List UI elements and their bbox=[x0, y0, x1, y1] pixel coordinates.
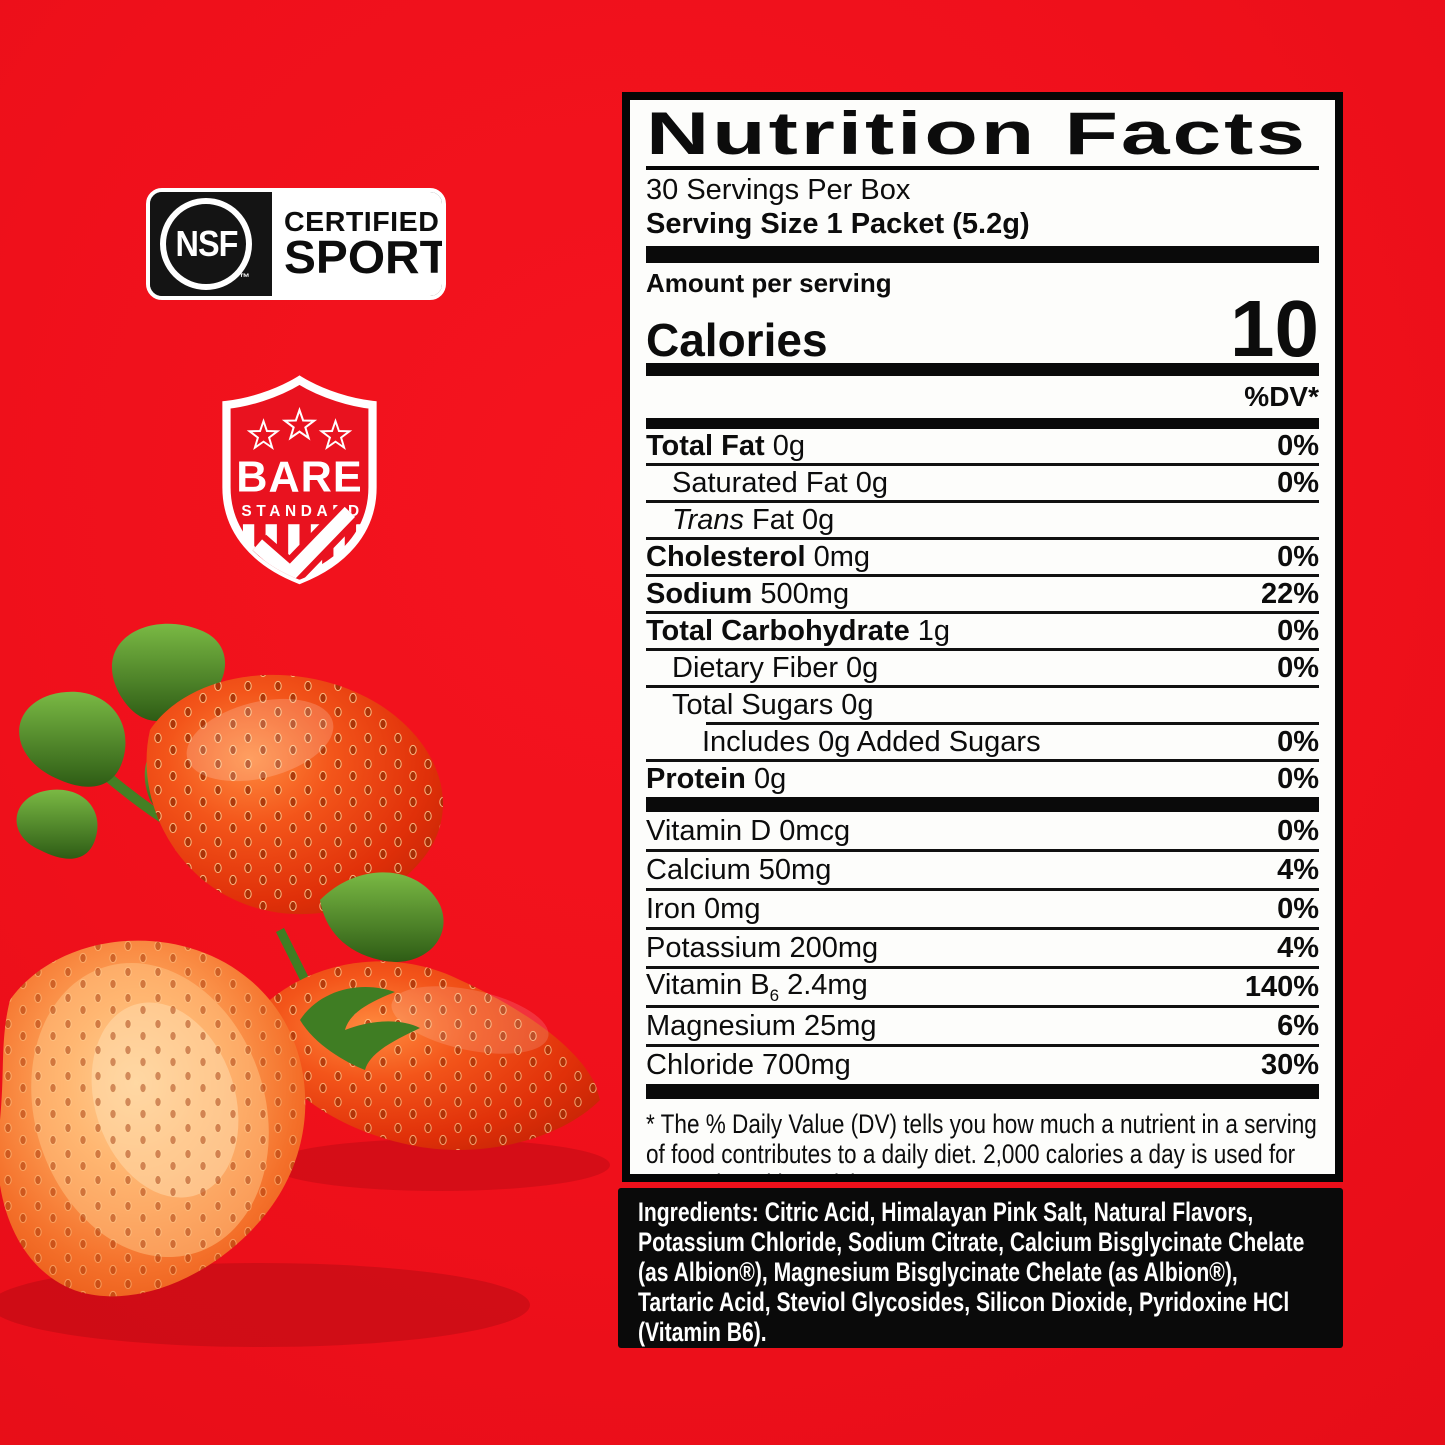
row-separator bbox=[646, 759, 1319, 762]
daily-value-header: %DV* bbox=[1244, 381, 1319, 412]
row-separator bbox=[646, 648, 1319, 651]
micronutrient-row-chloride: Chloride 700mg 30% bbox=[646, 1048, 1319, 1081]
divider-bar bbox=[646, 797, 1319, 812]
row-separator bbox=[646, 888, 1319, 891]
divider-bar bbox=[646, 1084, 1319, 1099]
nutrition-facts-title-block: Nutrition Facts bbox=[646, 104, 1319, 170]
servings-per-box: 30 Servings Per Box bbox=[646, 174, 911, 206]
nsf-trademark: ™ bbox=[239, 272, 250, 284]
nsf-sport-label: SPORT bbox=[284, 231, 446, 284]
row-separator bbox=[646, 849, 1319, 852]
nsf-logo-text: NSF bbox=[174, 223, 238, 264]
amount-per-serving-label: Amount per serving bbox=[646, 268, 892, 298]
bare-standard-shield: BARE STANDARD bbox=[222, 375, 377, 585]
calories-value: 10 bbox=[1230, 284, 1319, 373]
micronutrient-row-potassium: Potassium 200mg 4% bbox=[646, 931, 1319, 964]
row-separator bbox=[646, 574, 1319, 577]
divider-bar bbox=[646, 246, 1319, 263]
ingredients-text: Ingredients: Citric Acid, Himalayan Pink… bbox=[638, 1197, 1305, 1347]
nutrition-facts-panel: Nutrition Facts 30 Servings Per Box Serv… bbox=[622, 92, 1343, 1182]
row-separator bbox=[646, 611, 1319, 614]
row-separator bbox=[646, 966, 1319, 969]
serving-size: Serving Size 1 Packet (5.2g) bbox=[646, 208, 1030, 240]
row-separator bbox=[646, 1044, 1319, 1047]
row-separator bbox=[646, 1005, 1319, 1008]
daily-value-footnote: * The % Daily Value (DV) tells you how m… bbox=[646, 1109, 1317, 1174]
nutrient-row-added-sugars: Includes 0g Added Sugars 0% bbox=[702, 725, 1319, 758]
strawberries-photo bbox=[0, 623, 610, 1347]
micronutrient-row-magnesium: Magnesium 25mg 6% bbox=[646, 1009, 1319, 1042]
nutrient-row-total-sugars: Total Sugars 0g bbox=[672, 688, 874, 721]
nsf-logo-section: NSF ™ bbox=[150, 192, 272, 296]
row-separator bbox=[646, 537, 1319, 540]
nsf-certified-sport-badge: NSF ™ CERTIFIED SPORT bbox=[146, 188, 446, 300]
micronutrient-row-calcium: Calcium 50mg 4% bbox=[646, 853, 1319, 886]
ingredients-panel: Ingredients: Citric Acid, Himalayan Pink… bbox=[618, 1188, 1343, 1348]
shield-name-text: BARE bbox=[236, 453, 363, 501]
row-separator bbox=[646, 500, 1319, 503]
calories-label: Calories bbox=[646, 314, 828, 366]
micronutrient-row-vitamin-b6: Vitamin B6 2.4mg 140% bbox=[646, 968, 1319, 1005]
nutrient-row-cholesterol: Cholesterol 0mg 0% bbox=[646, 540, 1319, 573]
nsf-text-section: CERTIFIED SPORT bbox=[272, 192, 442, 296]
nutrient-row-dietary-fiber: Dietary Fiber 0g 0% bbox=[672, 651, 1319, 684]
nutrient-row-protein: Protein 0g 0% bbox=[646, 762, 1319, 795]
micronutrient-row-iron: Iron 0mg 0% bbox=[646, 892, 1319, 925]
micronutrient-row-vitamin-d: Vitamin D 0mcg 0% bbox=[646, 814, 1319, 847]
nutrient-row-total-fat: Total Fat 0g 0% bbox=[646, 429, 1319, 462]
row-separator bbox=[646, 685, 1319, 688]
nsf-certified-label: CERTIFIED bbox=[284, 206, 440, 238]
nutrition-facts-title: Nutrition Facts bbox=[646, 100, 1308, 167]
nsf-circle-icon: NSF ™ bbox=[160, 198, 252, 290]
row-separator bbox=[646, 927, 1319, 930]
row-separator-indented bbox=[706, 722, 1319, 725]
divider-bar bbox=[646, 363, 1319, 376]
nutrient-row-trans-fat: Trans Fat 0g bbox=[672, 503, 835, 536]
nutrient-row-saturated-fat: Saturated Fat 0g 0% bbox=[672, 466, 1319, 499]
divider-bar bbox=[646, 418, 1319, 429]
nutrient-row-total-carbohydrate: Total Carbohydrate 1g 0% bbox=[646, 614, 1319, 647]
row-separator bbox=[646, 463, 1319, 466]
calories-row: Calories 10 bbox=[646, 284, 1319, 373]
nutrient-row-sodium: Sodium 500mg 22% bbox=[646, 577, 1319, 610]
